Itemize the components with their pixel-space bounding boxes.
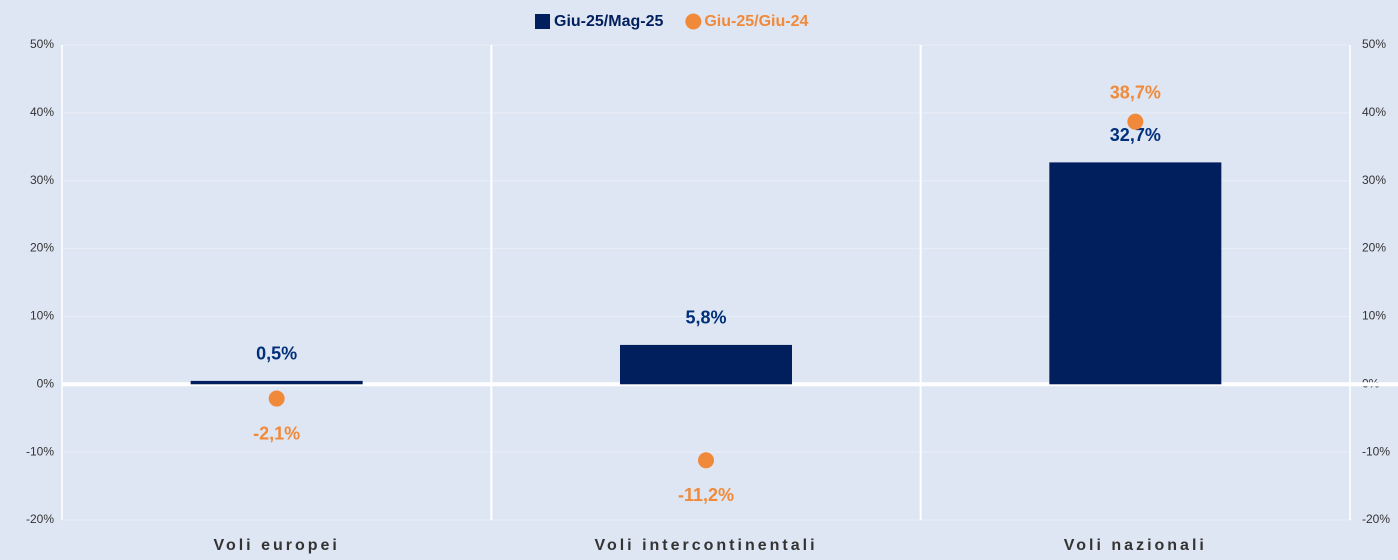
data-label: -11,2% xyxy=(678,485,734,505)
y-tick-label: 40% xyxy=(30,105,54,119)
y-tick-label: 10% xyxy=(30,309,54,323)
y2-tick-label: -20% xyxy=(1362,512,1390,526)
legend-label: Giu-25/Giu-24 xyxy=(704,13,808,30)
data-label: 0,5% xyxy=(256,344,297,364)
x-tick-label: Voli nazionali xyxy=(1064,537,1207,554)
data-label: 32,7% xyxy=(1110,125,1161,145)
y-tick-label: -20% xyxy=(26,512,54,526)
dot xyxy=(698,452,714,469)
y-tick-label: -10% xyxy=(26,444,54,458)
data-label: 38,7% xyxy=(1110,82,1161,102)
bar xyxy=(620,344,792,385)
y-tick-label: 30% xyxy=(30,173,54,187)
y-tick-label: 50% xyxy=(30,37,54,51)
bar xyxy=(1049,162,1222,385)
data-label: -2,1% xyxy=(253,423,300,443)
y2-tick-label: 20% xyxy=(1362,241,1386,255)
data-label: 5,8% xyxy=(685,308,726,328)
dot xyxy=(1127,113,1144,130)
bar xyxy=(190,380,363,385)
y2-tick-label: 10% xyxy=(1362,309,1386,323)
x-tick-label: Voli intercontinentali xyxy=(594,537,817,554)
y-tick-label: 20% xyxy=(30,241,54,255)
legend-marker xyxy=(535,14,550,29)
legend-marker xyxy=(685,13,702,30)
y2-tick-label: 50% xyxy=(1362,37,1386,51)
y2-tick-label: 30% xyxy=(1362,173,1386,187)
y2-tick-label: 40% xyxy=(1362,105,1386,119)
legend-label: Giu-25/Mag-25 xyxy=(554,13,663,30)
y2-tick-label: -10% xyxy=(1362,444,1390,458)
x-tick-label: Voli europei xyxy=(213,537,339,554)
y-tick-label: 0% xyxy=(37,376,55,390)
dot xyxy=(268,390,285,407)
